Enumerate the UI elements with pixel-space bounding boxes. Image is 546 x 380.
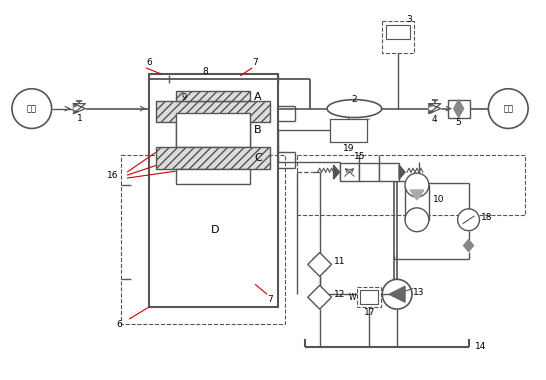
Bar — [359, 163, 379, 181]
Text: 11: 11 — [334, 257, 345, 266]
Text: D: D — [211, 225, 219, 235]
Bar — [448, 100, 470, 117]
Text: 6: 6 — [146, 59, 152, 67]
Text: 7: 7 — [252, 59, 258, 67]
Circle shape — [405, 208, 429, 232]
Bar — [121, 155, 285, 324]
Text: A: A — [254, 92, 262, 102]
Text: 9: 9 — [181, 93, 186, 102]
Bar — [176, 169, 250, 184]
Text: 16: 16 — [108, 171, 119, 180]
Text: C: C — [254, 153, 262, 163]
Text: 8: 8 — [203, 67, 209, 76]
Text: W: W — [349, 293, 356, 302]
Bar — [379, 163, 399, 181]
Text: 5: 5 — [456, 118, 461, 127]
Text: 2: 2 — [352, 95, 357, 104]
Polygon shape — [74, 104, 85, 114]
Polygon shape — [429, 104, 441, 114]
Text: 7: 7 — [267, 295, 273, 304]
Circle shape — [458, 209, 479, 231]
Circle shape — [382, 279, 412, 309]
Polygon shape — [399, 165, 405, 179]
Text: B: B — [254, 125, 262, 135]
Text: 13: 13 — [413, 288, 425, 297]
Bar — [176, 112, 250, 147]
Bar — [340, 163, 359, 181]
Text: 1: 1 — [76, 114, 82, 123]
Text: 17: 17 — [364, 307, 375, 317]
Bar — [386, 25, 410, 39]
Polygon shape — [334, 165, 340, 179]
Polygon shape — [429, 104, 441, 114]
Bar — [297, 155, 525, 215]
Bar — [405, 185, 429, 220]
Text: 排气: 排气 — [503, 104, 513, 113]
Polygon shape — [464, 240, 473, 252]
Circle shape — [405, 173, 429, 197]
Bar — [176, 91, 250, 101]
Text: 6: 6 — [116, 320, 122, 329]
Circle shape — [12, 89, 52, 128]
Polygon shape — [454, 100, 464, 117]
Text: 14: 14 — [475, 342, 486, 352]
Polygon shape — [308, 253, 331, 276]
Text: 12: 12 — [334, 290, 345, 299]
Text: 19: 19 — [343, 144, 354, 153]
Text: 10: 10 — [433, 195, 444, 204]
Bar — [156, 147, 270, 169]
Ellipse shape — [327, 100, 382, 117]
Polygon shape — [74, 104, 85, 114]
Bar — [360, 290, 378, 304]
Text: 15: 15 — [354, 152, 365, 161]
Text: 18: 18 — [480, 213, 492, 222]
Text: 4: 4 — [432, 115, 438, 124]
Circle shape — [489, 89, 528, 128]
Bar — [156, 101, 270, 122]
Bar — [358, 287, 381, 307]
Bar — [149, 74, 278, 307]
Text: 进气: 进气 — [27, 104, 37, 113]
Text: 3: 3 — [406, 15, 412, 24]
Polygon shape — [308, 285, 331, 309]
Bar — [330, 119, 367, 142]
Polygon shape — [389, 286, 405, 302]
Polygon shape — [410, 190, 424, 200]
Bar — [382, 21, 414, 53]
